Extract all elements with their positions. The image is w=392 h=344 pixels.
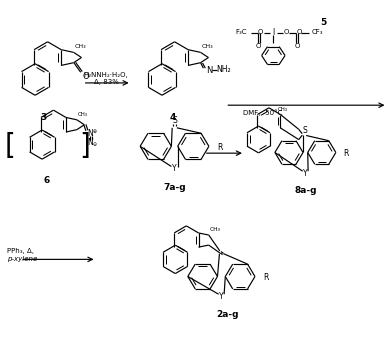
Text: R: R xyxy=(218,143,223,152)
Text: 6: 6 xyxy=(44,176,50,185)
Text: I: I xyxy=(272,28,274,37)
Text: CH₃: CH₃ xyxy=(78,112,88,117)
Text: Y: Y xyxy=(303,169,308,178)
Text: CH₃: CH₃ xyxy=(202,44,213,50)
Text: N: N xyxy=(87,129,93,138)
Text: p-xylene: p-xylene xyxy=(7,256,37,262)
Text: Y: Y xyxy=(219,292,224,301)
Text: N: N xyxy=(87,138,93,147)
Text: 5: 5 xyxy=(320,19,326,28)
Text: ⊕: ⊕ xyxy=(93,129,97,134)
Text: O: O xyxy=(296,29,302,35)
Text: DMF, -50°C: DMF, -50°C xyxy=(243,110,282,116)
Text: N: N xyxy=(206,66,212,75)
Text: 4: 4 xyxy=(169,113,176,122)
Text: [: [ xyxy=(5,132,16,160)
Text: Y: Y xyxy=(172,164,177,173)
Text: 2a-g: 2a-g xyxy=(216,310,238,319)
Text: CF₃: CF₃ xyxy=(312,29,323,35)
Text: R: R xyxy=(343,149,348,158)
Text: PPh₃, Δ,: PPh₃, Δ, xyxy=(7,248,34,255)
Text: S: S xyxy=(172,117,177,126)
Text: NH₂: NH₂ xyxy=(216,65,230,74)
Text: ]: ] xyxy=(79,132,90,160)
Text: O: O xyxy=(256,43,261,49)
Text: F₃C: F₃C xyxy=(235,29,247,34)
Text: O: O xyxy=(283,29,289,35)
Text: Δ, 83%: Δ, 83% xyxy=(94,79,119,85)
Text: O: O xyxy=(294,43,300,49)
Text: O: O xyxy=(82,72,89,81)
Text: 3: 3 xyxy=(40,113,47,122)
Text: CH₃: CH₃ xyxy=(277,107,287,112)
Text: 8a-g: 8a-g xyxy=(294,186,317,195)
Text: R: R xyxy=(263,273,269,282)
Text: O: O xyxy=(258,29,263,35)
Text: 7a-g: 7a-g xyxy=(163,183,186,192)
Text: CH₃: CH₃ xyxy=(75,44,87,50)
Text: S: S xyxy=(302,126,307,135)
Text: ⊖: ⊖ xyxy=(93,142,97,147)
Text: H₂NNH₂·H₂O,: H₂NNH₂·H₂O, xyxy=(84,72,129,78)
Text: CH₃: CH₃ xyxy=(209,227,220,232)
